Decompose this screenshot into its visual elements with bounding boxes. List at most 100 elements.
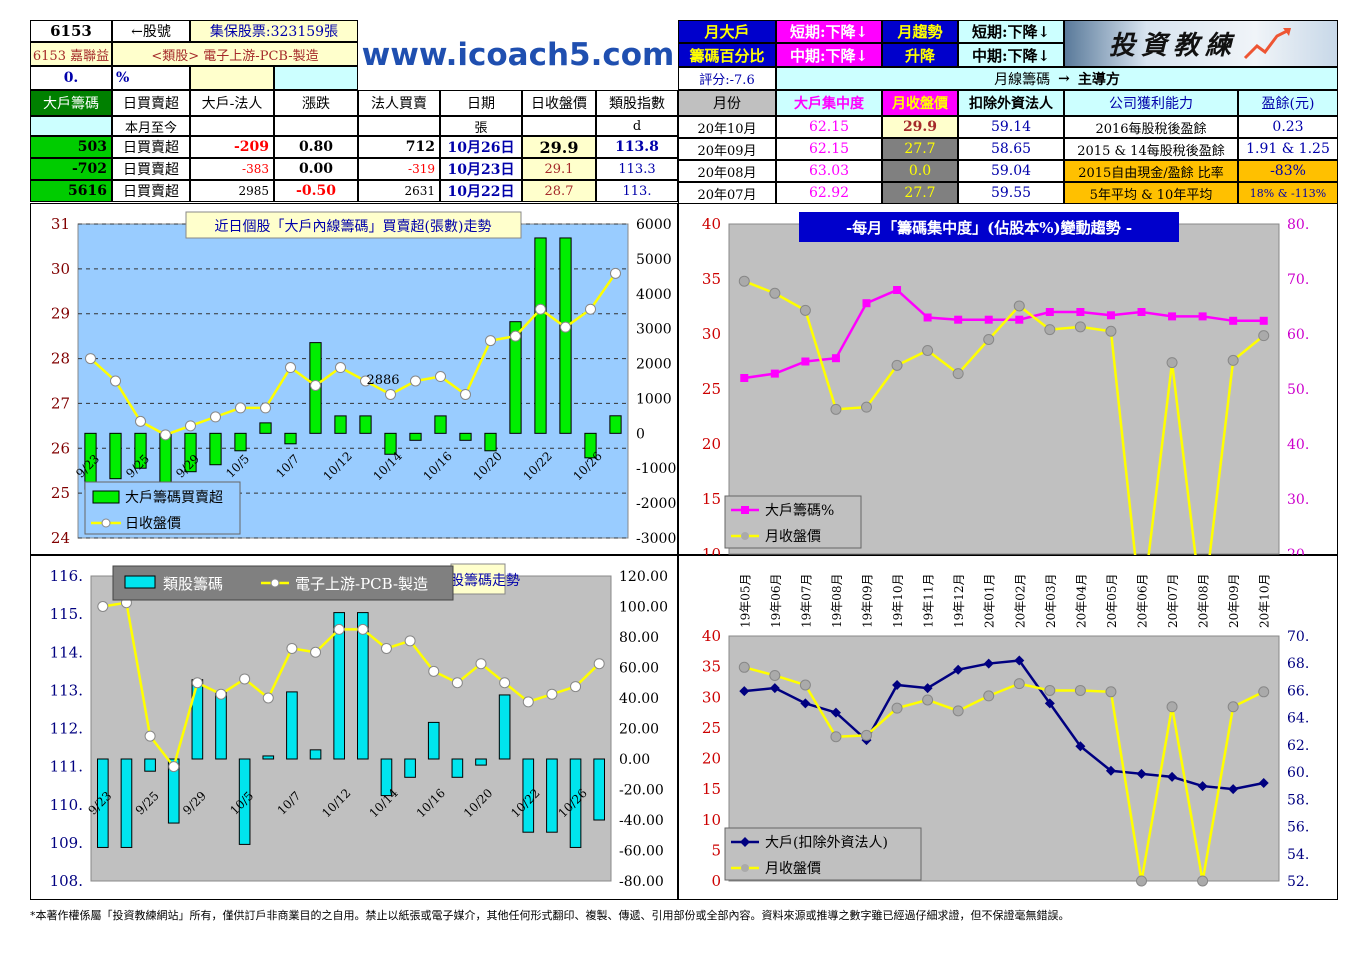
series-marker [357, 623, 369, 635]
stock-code[interactable]: 6153 [30, 20, 112, 42]
right-tick-label: 60. [1287, 765, 1309, 781]
left-tick-label: 25 [51, 484, 70, 502]
series-marker [560, 321, 571, 333]
series-marker [1137, 308, 1146, 316]
series-marker [1074, 321, 1086, 333]
right-tick-label: -80.00 [619, 874, 664, 890]
month-line-label: 月線籌碼 [994, 71, 1051, 88]
left-row-cell: 2631 [358, 180, 440, 202]
right-tick-label: 120.00 [619, 569, 668, 585]
legend-label: 月收盤價 [765, 860, 821, 877]
series-marker [738, 275, 750, 287]
right-tick-label: -20.00 [619, 783, 664, 799]
bar [434, 415, 447, 434]
series-marker [380, 642, 392, 654]
x-tick-label: 20年08月 [1197, 573, 1211, 628]
left-row-cell: 10月26日 [440, 136, 522, 158]
website-link[interactable]: www.icoach5.com [361, 37, 675, 73]
series-marker [285, 362, 296, 374]
series-marker [923, 313, 932, 322]
x-tick-label: 19年11月 [922, 573, 936, 628]
left-row-cell: 113.3 [596, 158, 678, 180]
series-marker [1136, 875, 1147, 887]
x-tick-label: 19年10月 [891, 573, 905, 628]
left-tick-label: 25 [702, 380, 721, 398]
series-marker [168, 761, 180, 773]
chip-pct-label: 籌碼百分比 [678, 43, 776, 67]
x-tick-label: 19年07月 [799, 573, 813, 628]
left-subrow-cell [522, 116, 596, 136]
left-tick-label: 108. [50, 872, 83, 890]
right-header-cell: 公司獲利能力 [1064, 90, 1238, 116]
bar [475, 758, 487, 766]
left-row-cell: -702 [30, 158, 112, 180]
right-row-cell: 29.9 [882, 116, 958, 138]
right-tick-label: 68. [1287, 656, 1309, 672]
series-marker [286, 642, 298, 654]
mid-term-1: 中期:下降↓ [776, 43, 882, 67]
legend-bar-swatch [92, 490, 120, 504]
right-tick-label: 62. [1287, 738, 1309, 754]
right-tick-label: 70. [1287, 272, 1309, 288]
series-marker [983, 658, 994, 669]
pct-unit: % [112, 66, 190, 90]
left-row-cell: 29.9 [522, 136, 596, 158]
left-tick-label: 30 [51, 260, 70, 278]
series-marker [1228, 784, 1239, 795]
holders-label: 集保股票:323159張 [190, 20, 358, 42]
bar [359, 415, 372, 434]
series-marker [385, 388, 396, 400]
right-tick-label: 50. [1287, 382, 1309, 398]
legend-box [724, 495, 862, 549]
series-marker [799, 679, 811, 691]
left-row-cell: 10月22日 [440, 180, 522, 202]
bar [134, 432, 147, 469]
series-marker [85, 353, 96, 365]
series-marker [922, 694, 934, 706]
logo-text: 投資教練 [1108, 31, 1237, 61]
right-row-cell: 59.55 [958, 182, 1064, 204]
chart-big-holders-ex-foreign: 0 5 10 15 20 25 30 35 40 52. 54. 56. 58. 60. 62. 64. 66.… [702, 573, 1309, 890]
right-tick-label: 60.00 [619, 661, 659, 677]
series-marker [831, 354, 840, 363]
right-row-cell: 62.15 [776, 138, 882, 160]
bar [284, 432, 297, 445]
left-tick-label: 29 [51, 305, 70, 323]
bar [286, 691, 298, 760]
left-tick-label: 27 [51, 394, 70, 412]
series-marker [953, 664, 964, 675]
right-row-cell: 0.23 [1238, 116, 1338, 138]
series-marker [922, 683, 933, 694]
series-marker [1227, 701, 1239, 713]
chart-title: 類股籌碼走勢 [436, 573, 520, 589]
series-marker [475, 658, 487, 670]
right-tick-label: 70. [1287, 629, 1309, 645]
month-line-row: 月線籌碼 → 主導方 [776, 67, 1338, 90]
series-marker [954, 315, 963, 324]
x-tick-label: 19年06月 [769, 573, 783, 628]
bar [509, 321, 522, 434]
right-tick-label: 5000 [636, 252, 672, 268]
series-marker [485, 335, 496, 347]
right-header-cell: 盈餘(元) [1238, 90, 1338, 116]
right-header-cell: 月份 [678, 90, 776, 116]
month-trend-label: 月趨勢 [882, 20, 958, 43]
right-row-cell: 59.04 [958, 160, 1064, 182]
series-marker [769, 669, 781, 681]
bar [593, 758, 606, 821]
series-marker [861, 401, 872, 413]
series-marker [185, 420, 196, 432]
series-marker [1044, 684, 1056, 696]
bar [159, 432, 172, 483]
right-tick-label: 30. [1287, 492, 1309, 508]
series-marker [191, 677, 203, 689]
bar [334, 415, 347, 434]
bar [333, 612, 346, 760]
right-tick-label: -2000 [636, 496, 676, 512]
left-tick-label: 15 [702, 490, 721, 508]
legend-label: 月收盤價 [765, 528, 821, 545]
bar [109, 432, 122, 480]
left-tick-label: 40 [702, 215, 721, 233]
series-marker [770, 369, 779, 378]
right-tick-label: -1000 [636, 461, 676, 477]
